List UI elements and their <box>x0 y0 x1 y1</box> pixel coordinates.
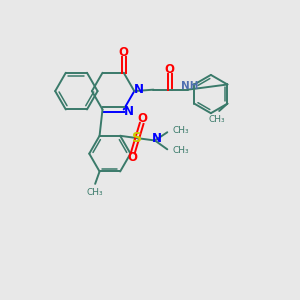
Text: N: N <box>134 83 144 96</box>
Text: CH₃: CH₃ <box>172 126 189 135</box>
Text: N: N <box>152 132 161 145</box>
Text: NH: NH <box>181 80 198 91</box>
Text: CH₃: CH₃ <box>208 115 225 124</box>
Text: O: O <box>119 46 129 59</box>
Text: N: N <box>123 105 134 118</box>
Text: O: O <box>138 112 148 125</box>
Text: O: O <box>127 151 137 164</box>
Text: O: O <box>165 63 175 76</box>
Text: CH₃: CH₃ <box>87 188 103 197</box>
Text: S: S <box>132 131 142 145</box>
Text: CH₃: CH₃ <box>172 146 189 155</box>
